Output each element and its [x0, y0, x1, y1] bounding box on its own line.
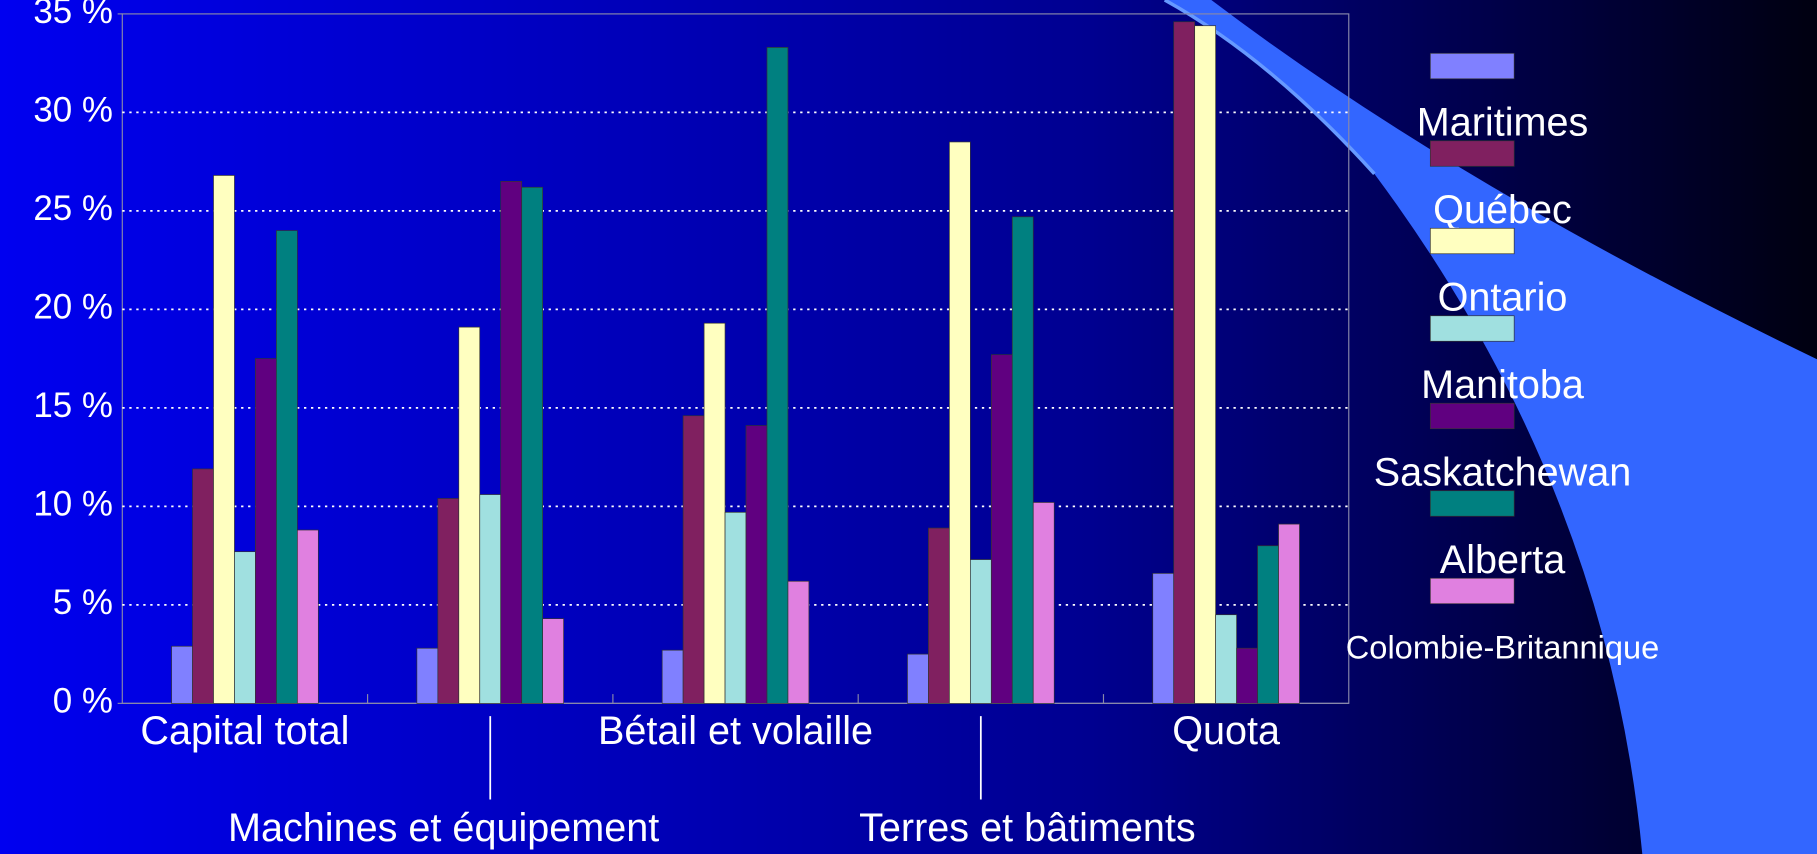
- legend-swatch: [1429, 490, 1515, 517]
- bar: [542, 618, 564, 704]
- bar: [907, 653, 929, 704]
- bar: [724, 511, 747, 704]
- bar: [990, 354, 1013, 704]
- bar: [969, 559, 992, 704]
- x-tick-label: Terres et bâtiments: [859, 806, 1196, 850]
- y-tick-label: 0 %: [53, 682, 113, 721]
- legend-swatch: [1429, 577, 1515, 605]
- bar: [1032, 502, 1055, 704]
- bar: [255, 358, 277, 704]
- x-tick-label: Quota: [1172, 709, 1280, 753]
- y-tick-label: 10 %: [33, 485, 113, 524]
- bar: [171, 645, 193, 704]
- bar: [479, 494, 502, 704]
- bar: [1215, 614, 1237, 704]
- bar: [682, 415, 705, 704]
- legend-label: Ontario: [1438, 276, 1568, 320]
- bar: [787, 580, 810, 704]
- legend-label: Alberta: [1440, 538, 1565, 582]
- bar: [1152, 573, 1175, 704]
- bar: [192, 468, 214, 704]
- bar: [297, 529, 319, 704]
- legend-swatch: [1429, 140, 1515, 167]
- bar: [416, 647, 439, 704]
- y-tick-label: 5 %: [53, 583, 113, 622]
- x-tick-label: Bétail et volaille: [598, 709, 873, 753]
- bar: [276, 230, 298, 704]
- y-tick-label: 35 %: [33, 0, 113, 31]
- legend-label: Manitoba: [1421, 363, 1584, 407]
- bar: [437, 498, 460, 704]
- x-tick-label: Capital total: [140, 709, 349, 753]
- bar: [928, 527, 950, 704]
- bar: [1011, 216, 1034, 704]
- legend-swatch: [1429, 315, 1515, 342]
- bar: [1236, 647, 1258, 704]
- bar: [703, 322, 726, 704]
- bar: [1194, 25, 1216, 704]
- legend-swatch: [1429, 52, 1515, 80]
- bar: [949, 141, 971, 704]
- legend-label: Québec: [1433, 188, 1572, 232]
- y-tick-label: 20 %: [33, 288, 113, 327]
- bar: [458, 326, 481, 704]
- y-tick-label: 15 %: [33, 386, 113, 425]
- bar: [745, 425, 768, 704]
- swoosh-edge: [1163, 0, 1376, 175]
- legend-label: Colombie-Britannique: [1346, 630, 1659, 666]
- bar: [213, 175, 235, 704]
- legend-label: Maritimes: [1417, 101, 1589, 145]
- legend-swatch: [1429, 227, 1515, 255]
- legend-label: Saskatchewan: [1374, 451, 1631, 495]
- bar: [1257, 545, 1279, 704]
- bar: [521, 186, 544, 704]
- bar: [1173, 21, 1196, 704]
- bar: [661, 649, 684, 704]
- legend-swatch: [1429, 402, 1515, 430]
- bar: [1278, 523, 1300, 704]
- x-tick-label: Machines et équipement: [228, 806, 659, 850]
- swoosh: [1164, 0, 1817, 854]
- bar: [500, 180, 523, 704]
- y-tick-label: 25 %: [33, 189, 113, 228]
- bar: [234, 551, 256, 704]
- bar: [766, 47, 789, 704]
- y-tick-label: 30 %: [33, 91, 113, 130]
